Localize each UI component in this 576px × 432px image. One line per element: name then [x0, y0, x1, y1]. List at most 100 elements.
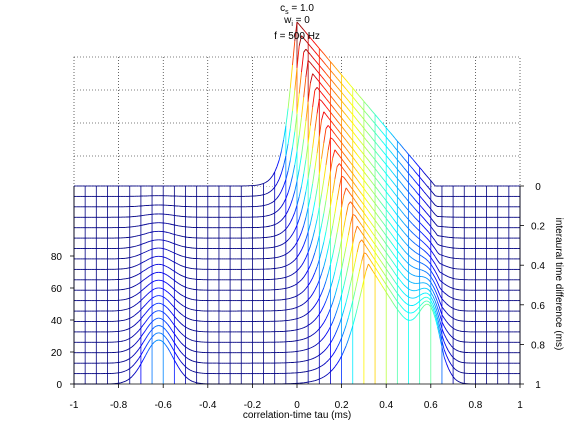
trace-line: [452, 337, 456, 340]
trace-line: [307, 83, 311, 102]
trace-line: [394, 238, 398, 243]
trace-line: [448, 295, 452, 298]
trace-line: [432, 267, 436, 272]
trace-line: [176, 309, 180, 313]
trace-line: [278, 150, 282, 161]
trace-line: [368, 133, 371, 137]
trace-line: [430, 180, 434, 184]
trace-line: [318, 273, 322, 281]
trace-line: [305, 207, 309, 218]
trace-line: [401, 202, 405, 206]
trace-line: [325, 248, 329, 259]
trace-line: [173, 324, 177, 329]
trace-line: [421, 276, 425, 278]
trace-line: [151, 280, 155, 283]
trace-line: [444, 245, 447, 248]
trace-line: [280, 139, 285, 152]
trace-line: [312, 252, 316, 260]
trace-line: [127, 337, 130, 340]
trace-line: [352, 123, 356, 127]
trace-line: [338, 176, 343, 187]
trace-line: [314, 59, 318, 63]
trace-line: [287, 237, 291, 241]
x-tick-label: 1: [517, 400, 523, 411]
trace-line: [392, 191, 396, 195]
trace-line: [381, 149, 385, 154]
trace-line: [374, 220, 378, 224]
trace-line: [129, 306, 133, 309]
trace-line: [307, 196, 311, 208]
trace-line: [372, 111, 376, 115]
trace-line: [443, 274, 447, 277]
trace-line: [341, 74, 345, 78]
trace-line: [354, 117, 358, 121]
trace-line: [336, 359, 340, 364]
trace-line: [405, 170, 409, 174]
trace-line: [374, 236, 378, 241]
trace-line: [125, 379, 128, 382]
trace-line: [165, 240, 168, 242]
trace-line: [368, 142, 371, 146]
trace-line: [142, 242, 146, 245]
trace-line: [432, 220, 436, 224]
trace-line: [162, 288, 166, 291]
trace-line: [303, 314, 307, 317]
trace-line: [165, 290, 168, 293]
trace-line: [361, 239, 365, 244]
trace-line: [439, 308, 443, 315]
trace-line: [151, 311, 155, 315]
trace-line: [352, 232, 356, 244]
trace-line: [343, 112, 347, 116]
trace-line: [138, 345, 142, 350]
trace-line: [394, 264, 398, 269]
trace-line: [305, 348, 309, 351]
trace-line: [314, 244, 318, 254]
trace-line: [352, 165, 356, 169]
trace-line: [439, 320, 443, 329]
trace-line: [423, 257, 427, 260]
trace-line: [426, 283, 429, 286]
trace-line: [452, 297, 456, 300]
trace-line: [430, 287, 434, 292]
trace-line: [459, 361, 463, 363]
trace-line: [332, 316, 336, 323]
trace-line: [403, 214, 407, 218]
trace-line: [154, 310, 157, 313]
trace-line: [410, 166, 414, 170]
trace-line: [131, 373, 135, 377]
trace-line: [147, 283, 151, 286]
trace-line: [312, 345, 316, 348]
trace-line: [439, 336, 443, 347]
trace-line: [334, 287, 338, 296]
trace-line: [180, 332, 184, 336]
trace-line: [173, 315, 177, 320]
trace-line: [281, 217, 284, 221]
trace-line: [285, 239, 289, 243]
trace-line: [149, 257, 153, 260]
trace-line: [189, 288, 193, 290]
trace-line: [316, 235, 320, 246]
trace-line: [334, 363, 338, 368]
trace-line: [329, 280, 334, 289]
trace-line: [430, 242, 434, 247]
title-line-2: wi = 0: [283, 15, 310, 28]
trace-line: [339, 106, 342, 110]
trace-line: [280, 165, 285, 174]
trace-line: [374, 114, 378, 118]
trace-line: [171, 355, 175, 361]
trace-line: [152, 239, 155, 242]
trace-line: [343, 120, 347, 124]
trace-line: [372, 147, 376, 152]
trace-line: [370, 171, 374, 175]
trace-line: [399, 180, 403, 185]
trace-line: [325, 346, 329, 350]
trace-line: [292, 272, 296, 275]
trace-line: [321, 337, 325, 341]
trace-line: [341, 227, 345, 240]
trace-line: [289, 110, 293, 129]
trace-line: [343, 94, 347, 99]
trace-line: [165, 329, 169, 333]
trace-line: [450, 354, 454, 358]
trace-line: [423, 303, 427, 306]
trace-line: [310, 380, 313, 383]
